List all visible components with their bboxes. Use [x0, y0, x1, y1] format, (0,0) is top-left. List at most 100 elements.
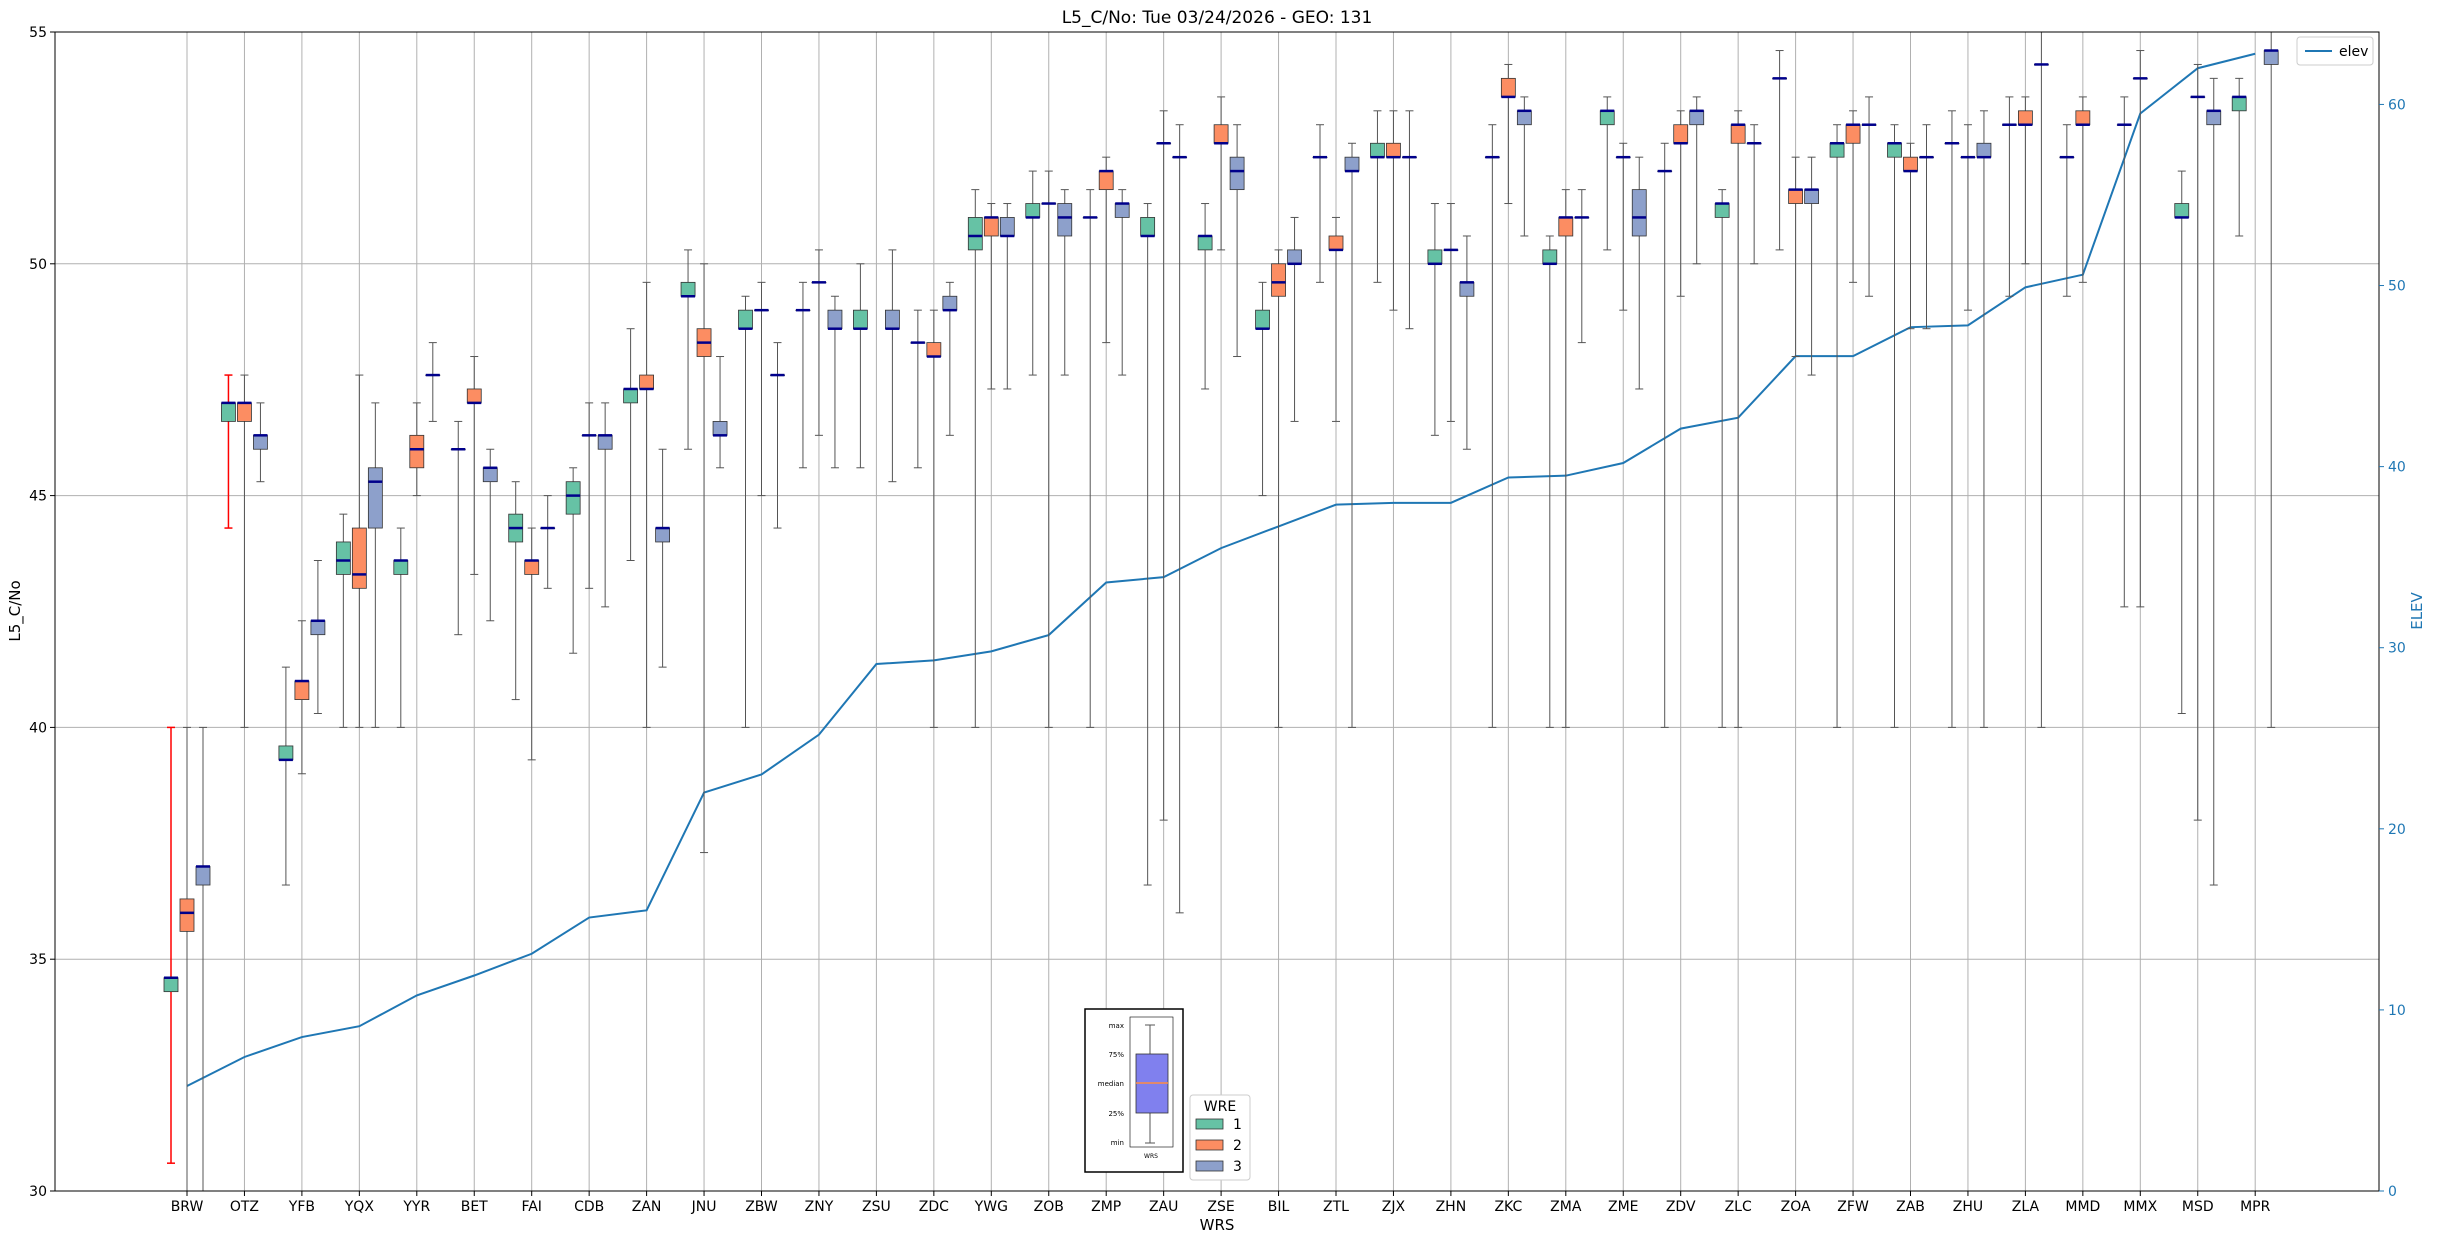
x-tick-label: ZAU: [1149, 1199, 1178, 1215]
box-body: [1845, 124, 1861, 144]
wre-legend-label-3: 3: [1233, 1159, 1242, 1175]
wre-legend: WRE 1 2 3: [1189, 1094, 1251, 1181]
box-ZAN-wre2: [639, 281, 654, 728]
x-tick-label: FAI: [521, 1199, 541, 1215]
x-tick-label: ZBW: [745, 1199, 778, 1215]
x-tick-label: ZFW: [1837, 1199, 1869, 1215]
box-ZJX-wre2: [1386, 110, 1401, 311]
box-BET-wre2: [466, 356, 482, 575]
box-ZME-wre3: [1631, 156, 1647, 390]
box-BET-wre3: [482, 448, 498, 622]
box-body: [1804, 189, 1819, 204]
box-ZME-wre2: [1615, 142, 1631, 311]
box-key-label-q1: 25%: [1108, 1110, 1124, 1118]
box-CDB-wre1: [565, 467, 581, 654]
wre-legend-title: WRE: [1204, 1099, 1236, 1115]
box-ZNY-wre1: [795, 281, 811, 469]
y-tick-label: 45: [29, 489, 47, 505]
box-ZLA-wre2: [2018, 96, 2033, 265]
box-body: [1887, 142, 1902, 158]
axis-layer: 30 35 40 45 50 55 0 10 20 30 40 50 60 BRW OTZ YFB YQX YYR…: [29, 25, 2406, 1215]
box-body: [351, 527, 367, 589]
y-tick-label: 35: [29, 952, 47, 968]
x-tick-label: ZHU: [1953, 1199, 1983, 1215]
box-body: [1903, 156, 1918, 172]
box-body: [565, 481, 581, 515]
box-body: [827, 309, 843, 330]
box-OTZ-wre2: [237, 374, 252, 728]
box-key-label-min: min: [1111, 1139, 1124, 1147]
y-tick-label: 30: [29, 1184, 47, 1200]
box-MMD-wre2: [2075, 96, 2091, 283]
box-FAI-wre1: [508, 481, 524, 701]
x-tick-label: ZMP: [1091, 1199, 1121, 1215]
box-CDB-wre3: [597, 402, 613, 608]
box-body: [524, 560, 540, 575]
box-body: [163, 977, 179, 993]
box-YYR-wre1: [393, 527, 409, 728]
box-body: [597, 434, 613, 450]
x-axis-label: WRS: [1200, 1216, 1235, 1234]
box-YQX-wre2: [351, 374, 367, 728]
x-tick-label: ZME: [1608, 1199, 1639, 1215]
x-tick-label: ZNY: [805, 1199, 834, 1215]
box-body: [623, 388, 638, 404]
x-tick-label: ZDV: [1666, 1199, 1696, 1215]
box-body: [409, 434, 425, 469]
x-tick-label: MMX: [2123, 1199, 2157, 1215]
box-body: [1271, 263, 1286, 297]
elev-legend: elev: [2296, 36, 2374, 66]
box-ZDV-wre2: [1673, 110, 1689, 297]
y2-tick-label: 10: [2388, 1003, 2406, 1019]
y2-tick-label: 20: [2388, 822, 2406, 838]
box-ZJX-wre3: [1402, 110, 1417, 330]
box-body: [853, 309, 868, 330]
box-ZAU-wre3: [1172, 124, 1188, 914]
box-key-label-max: max: [1109, 1022, 1124, 1030]
box-ZME-wre1: [1599, 96, 1615, 251]
box-key-label-median: median: [1098, 1080, 1124, 1088]
box-BRW-wre1: [163, 726, 179, 1164]
box-body: [1229, 156, 1245, 191]
box-body: [942, 295, 958, 311]
box-ZMA-wre1: [1542, 235, 1558, 728]
box-key-label-q3: 75%: [1108, 1051, 1124, 1059]
box-body: [1730, 124, 1746, 144]
box-body: [179, 898, 195, 932]
box-body: [1427, 249, 1443, 265]
box-JNU-wre1: [680, 249, 696, 450]
box-MPR-wre1: [2231, 77, 2247, 237]
x-tick-label: JNU: [691, 1199, 717, 1215]
box-body: [221, 402, 236, 422]
box-ZMA-wre2: [1558, 189, 1574, 728]
box-body: [1344, 156, 1360, 172]
box-ZBW-wre1: [738, 295, 753, 728]
box-body: [1673, 124, 1689, 144]
box-YYR-wre3: [425, 342, 441, 422]
box-ZTL-wre1: [1312, 124, 1328, 283]
x-tick-label: MPR: [2240, 1199, 2271, 1215]
box-body: [1114, 203, 1130, 218]
box-body: [639, 374, 654, 390]
box-ZMA-wre3: [1574, 189, 1590, 344]
x-tick-label: YYR: [402, 1199, 430, 1215]
box-body: [1140, 217, 1156, 237]
box-YQX-wre3: [367, 402, 383, 728]
box-FAI-wre3: [540, 495, 556, 589]
box-ZAU-wre2: [1156, 110, 1172, 821]
x-tick-label: OTZ: [230, 1199, 259, 1215]
y2-tick-label: 60: [2388, 97, 2406, 113]
box-body: [1213, 124, 1229, 144]
box-ZHN-wre2: [1443, 203, 1459, 422]
box-body: [926, 342, 942, 357]
box-ZOA-wre2: [1788, 156, 1803, 358]
box-body: [278, 745, 294, 761]
y2-tick-label: 0: [2388, 1184, 2397, 1200]
plot-frame: [54, 31, 2380, 1192]
box-body: [466, 388, 482, 404]
box-body: [1516, 110, 1532, 126]
x-tick-label: BRW: [171, 1199, 204, 1215]
box-body: [680, 281, 696, 297]
box-ZOA-wre3: [1804, 156, 1819, 376]
